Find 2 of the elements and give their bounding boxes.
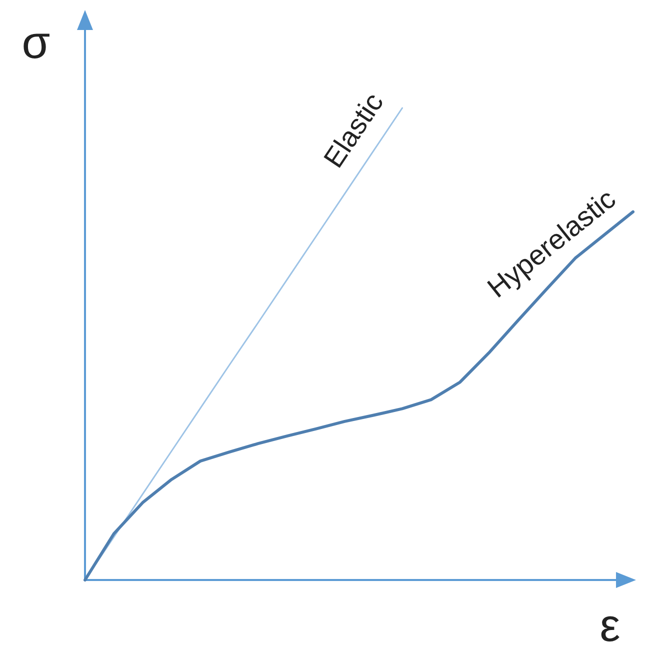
x-axis-title: ε [600,599,620,651]
y-axis-title: σ [22,16,50,68]
